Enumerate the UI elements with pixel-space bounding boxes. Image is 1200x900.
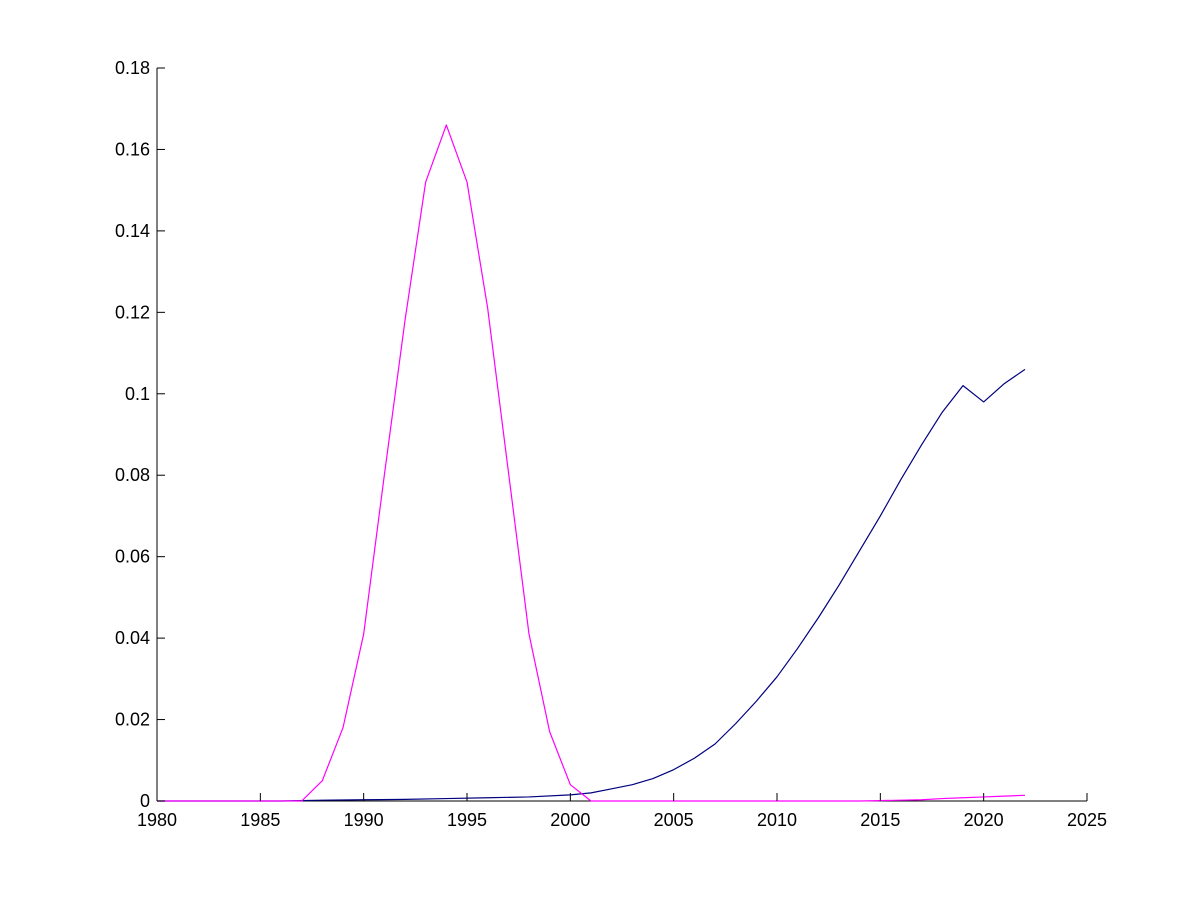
x-tick-label: 2010 — [757, 810, 797, 830]
y-tick-label: 0.12 — [115, 302, 150, 322]
x-tick-label: 1995 — [447, 810, 487, 830]
series-line-1 — [157, 368, 1026, 802]
y-tick-label: 0.16 — [115, 139, 150, 159]
x-tick-label: 2020 — [964, 810, 1004, 830]
x-tick-label: 2000 — [550, 810, 590, 830]
x-tick-label: 2005 — [654, 810, 694, 830]
x-tick-label: 2025 — [1067, 810, 1107, 830]
y-tick-label: 0.02 — [115, 710, 150, 730]
y-tick-label: 0.08 — [115, 465, 150, 485]
x-tick-label: 1985 — [240, 810, 280, 830]
y-tick-label: 0.14 — [115, 221, 150, 241]
tick-layer: 1980 1985 1990 1995 2000 2005 2010 2015 2020 2025… — [115, 58, 1107, 830]
y-tick-label: 0.18 — [115, 58, 150, 78]
x-tick-label: 1980 — [137, 810, 177, 830]
y-tick-label: 0.06 — [115, 547, 150, 567]
y-tick-label: 0.1 — [125, 384, 150, 404]
chart-axes — [156, 68, 1087, 802]
series-line-0 — [157, 124, 1026, 802]
x-tick-label: 2015 — [860, 810, 900, 830]
y-tick-label: 0 — [140, 791, 150, 811]
y-tick-label: 0.04 — [115, 628, 150, 648]
x-tick-label: 1990 — [344, 810, 384, 830]
series-layer — [157, 124, 1026, 802]
